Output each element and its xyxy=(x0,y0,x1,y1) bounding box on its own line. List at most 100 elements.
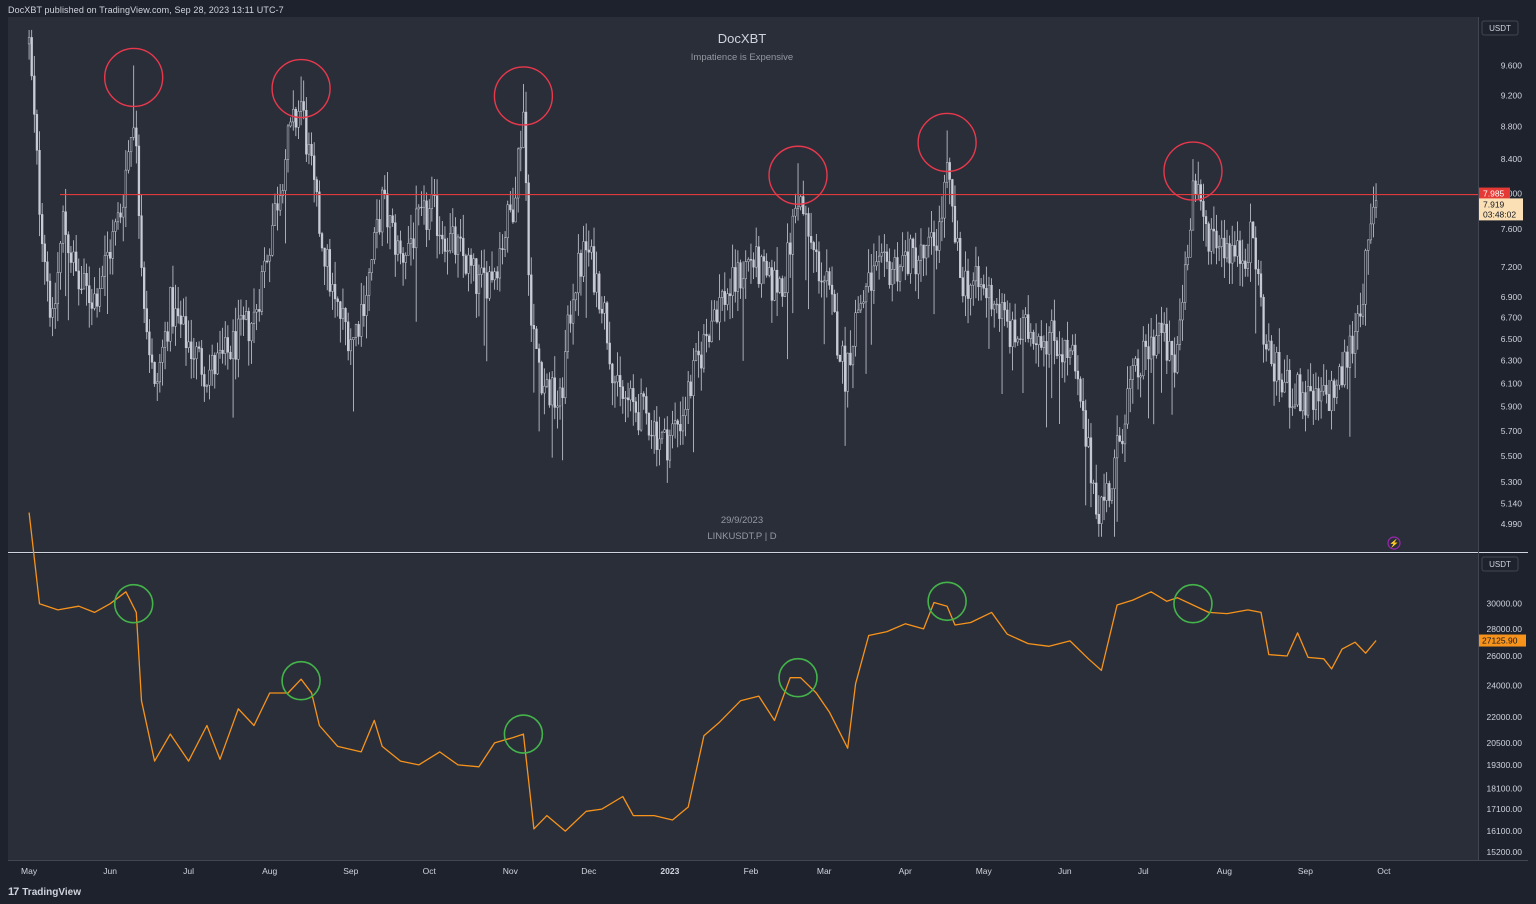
candle-body xyxy=(587,249,590,253)
btc-tick-label: 24000.00 xyxy=(1487,680,1523,690)
chart-frame[interactable]: 9.600 9.200 8.800 8.400 8.000 7.600 7.200 6.900… xyxy=(8,17,1528,880)
candle-body xyxy=(762,256,766,262)
candle-body xyxy=(809,236,813,243)
currency-badge-bottom[interactable] xyxy=(1481,556,1519,572)
footer[interactable]: 17 TradingView xyxy=(8,886,81,898)
time-tick-label: Dec xyxy=(581,866,597,876)
candle-body xyxy=(459,236,462,239)
candle-body xyxy=(82,273,86,290)
candle-body xyxy=(823,280,826,283)
resistance-price-tag xyxy=(1479,187,1510,200)
candle-body xyxy=(226,337,230,353)
candle-body xyxy=(1351,335,1354,354)
candle-body xyxy=(1102,496,1106,501)
candle-body xyxy=(812,242,815,251)
candle-body xyxy=(537,348,541,363)
candle-body xyxy=(741,278,745,289)
candle-body xyxy=(320,233,324,249)
candle-body xyxy=(613,381,617,384)
candle-body xyxy=(1024,314,1027,318)
candle-body xyxy=(1040,336,1043,348)
candle-body xyxy=(1006,309,1009,322)
candle-body xyxy=(786,242,789,293)
candle-body xyxy=(522,111,525,148)
candle-body xyxy=(1309,386,1312,392)
candle-body xyxy=(977,266,980,288)
candle-body xyxy=(383,189,386,195)
candle-body xyxy=(1168,341,1171,361)
candle-body xyxy=(1278,352,1281,381)
candle-body xyxy=(888,261,891,285)
candle-body xyxy=(1335,384,1338,398)
candle-body xyxy=(891,269,894,285)
candle-body xyxy=(1178,319,1182,345)
candle-body xyxy=(1238,240,1242,264)
candle-body xyxy=(872,265,876,291)
candle-body xyxy=(286,125,290,160)
candle-body xyxy=(710,320,713,342)
candle-body xyxy=(820,280,823,283)
candle-body xyxy=(114,221,117,232)
btc-tick-label: 17100.00 xyxy=(1487,804,1523,814)
candle-body xyxy=(438,234,441,237)
candle-body xyxy=(336,298,339,302)
candle-body xyxy=(658,438,661,450)
chart-svg[interactable]: 9.600 9.200 8.800 8.400 8.000 7.600 7.200 6.900… xyxy=(8,17,1528,880)
candle-body xyxy=(1183,264,1187,303)
candle-body xyxy=(619,375,622,387)
btc-pane[interactable] xyxy=(8,554,1478,860)
currency-badge-top[interactable] xyxy=(1481,20,1519,36)
candle-body xyxy=(362,304,366,316)
candle-body xyxy=(388,215,392,228)
candle-body xyxy=(231,331,235,359)
candle-body xyxy=(1123,423,1127,445)
candle-body xyxy=(1021,317,1025,340)
candle-body xyxy=(143,267,146,309)
candle-body xyxy=(702,333,706,369)
candle-body xyxy=(103,255,107,277)
candle-body xyxy=(247,311,250,342)
candle-body xyxy=(778,278,781,293)
price-tick-label: 5.700 xyxy=(1501,426,1523,436)
candle-body xyxy=(904,251,907,256)
candle-body xyxy=(794,208,797,217)
candle-body xyxy=(216,352,219,375)
candle-body xyxy=(211,355,214,371)
candle-body xyxy=(1110,488,1114,501)
candle-body xyxy=(634,401,638,413)
candle-body xyxy=(35,114,39,151)
candle-body xyxy=(1215,230,1218,249)
time-tick-label: Sep xyxy=(343,866,358,876)
candle-body xyxy=(1319,390,1323,402)
green-circle-marker xyxy=(113,583,154,624)
candle-body xyxy=(966,270,970,299)
candle-body xyxy=(422,200,426,208)
lightning-icon[interactable] xyxy=(1387,536,1401,550)
candle-body xyxy=(734,267,737,292)
candle-body xyxy=(169,287,172,342)
tradingview-logo-icon: 17 xyxy=(8,886,19,898)
candle-body xyxy=(1147,346,1150,360)
publish-info: DocXBT published on TradingView.com, Sep… xyxy=(8,5,284,15)
candle-body xyxy=(425,200,428,230)
candle-body xyxy=(600,308,604,314)
candle-body xyxy=(932,232,936,247)
candle-body xyxy=(1066,339,1069,358)
candle-body xyxy=(412,238,415,249)
candle-body xyxy=(995,303,998,306)
candle-body xyxy=(135,127,138,147)
candle-body xyxy=(830,284,834,295)
candle-body xyxy=(1144,340,1148,347)
candle-body xyxy=(817,251,821,282)
candle-body xyxy=(239,314,243,320)
candle-body xyxy=(331,284,334,292)
candle-body xyxy=(1304,392,1307,416)
candle-body xyxy=(637,412,640,431)
candle-body xyxy=(250,323,253,342)
candle-body xyxy=(1312,390,1315,410)
candle-body xyxy=(1152,336,1155,356)
candle-body xyxy=(880,252,883,257)
candle-body xyxy=(132,127,135,138)
candle-body xyxy=(56,272,59,305)
candle-body xyxy=(182,316,185,325)
